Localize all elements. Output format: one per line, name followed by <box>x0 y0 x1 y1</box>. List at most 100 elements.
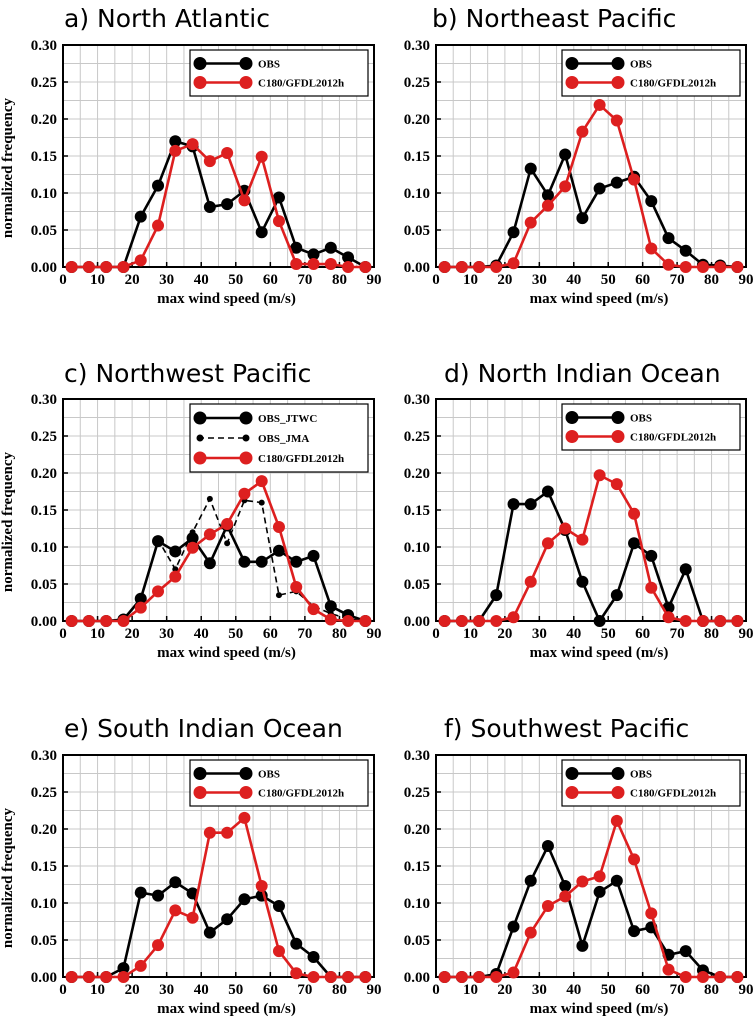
x-tick-label: 30 <box>159 272 174 288</box>
legend-box <box>189 759 369 807</box>
x-tick-label: 90 <box>367 982 382 998</box>
data-point <box>169 570 182 583</box>
data-point <box>559 522 572 535</box>
data-point <box>455 971 468 983</box>
data-point <box>559 890 572 903</box>
x-tick-label: 70 <box>670 626 685 642</box>
x-tick-label: 40 <box>194 272 209 288</box>
x-tick-label: 80 <box>332 982 347 998</box>
data-point <box>155 536 162 543</box>
data-point <box>221 147 234 160</box>
data-point <box>272 899 285 912</box>
data-point <box>610 114 623 127</box>
data-point <box>593 615 606 627</box>
x-tick-label: 60 <box>263 272 278 288</box>
legend-marker <box>565 76 579 89</box>
data-point <box>189 529 196 536</box>
y-tick-label: 0.05 <box>31 223 57 239</box>
data-point <box>524 162 537 175</box>
y-tick-label: 0.30 <box>404 38 430 54</box>
x-tick-label: 30 <box>532 982 547 998</box>
x-tick-label: 10 <box>90 272 105 288</box>
x-tick-label: 0 <box>432 982 440 998</box>
x-tick-label: 20 <box>497 626 512 642</box>
data-point <box>324 241 337 254</box>
legend-label: C180/GFDL2012h <box>630 788 716 800</box>
legend-label: OBS <box>258 769 280 781</box>
data-point <box>490 615 503 627</box>
data-point <box>137 597 144 604</box>
data-point <box>307 951 320 964</box>
data-point <box>541 840 554 853</box>
data-point <box>731 261 744 273</box>
x-tick-label: 30 <box>159 626 174 642</box>
data-point <box>576 575 589 588</box>
data-point <box>186 532 199 545</box>
data-point <box>628 537 641 550</box>
y-tick-label: 0.25 <box>404 75 430 91</box>
y-tick-label: 0.10 <box>404 540 430 556</box>
data-point <box>541 189 554 202</box>
y-tick-label: 0.20 <box>31 112 57 128</box>
legend-box <box>561 49 741 97</box>
x-tick-label: 0 <box>59 272 67 288</box>
data-point <box>152 889 165 902</box>
x-tick-label: 20 <box>497 272 512 288</box>
data-point <box>290 258 303 271</box>
legend-marker <box>242 434 250 442</box>
data-point <box>524 926 537 939</box>
legend-marker <box>565 786 579 799</box>
data-point <box>203 201 216 214</box>
data-point <box>576 939 589 952</box>
data-point <box>152 219 165 232</box>
x-tick-label: 40 <box>566 982 581 998</box>
data-point <box>455 615 468 627</box>
x-tick-label: 0 <box>432 626 440 642</box>
y-tick-label: 0.30 <box>404 392 430 408</box>
data-point <box>272 544 285 557</box>
y-tick-label: 0.05 <box>31 577 57 593</box>
data-point <box>117 261 130 273</box>
chart-panel: b) Northeast Pacific 0 10 20 30 40 50 60 70 80 90 0… <box>404 4 754 307</box>
x-tick-label: 70 <box>670 272 685 288</box>
y-tick-label: 0.20 <box>404 112 430 128</box>
x-tick-label: 90 <box>739 626 754 642</box>
data-point <box>117 962 130 975</box>
y-tick-label: 0.25 <box>31 785 57 801</box>
y-tick-label: 0.15 <box>31 859 57 875</box>
x-tick-label: 90 <box>739 272 754 288</box>
y-tick-label: 0.10 <box>31 540 57 556</box>
x-tick-label: 50 <box>228 982 243 998</box>
x-tick-label: 60 <box>263 626 278 642</box>
chart-panel: e) South Indian Ocean 0 10 20 30 40 50 60 70 80 90… <box>0 714 382 1017</box>
x-tick-label: 70 <box>297 272 312 288</box>
legend-label: C180/GFDL2012h <box>258 78 344 90</box>
y-tick-label: 0.15 <box>31 503 57 519</box>
legend-marker <box>565 767 579 780</box>
x-tick-label: 0 <box>59 982 67 998</box>
data-point <box>221 913 234 926</box>
legend-marker <box>193 76 207 89</box>
data-point <box>714 261 727 273</box>
chart-title: b) Northeast Pacific <box>432 4 676 33</box>
x-tick-label: 0 <box>59 626 67 642</box>
x-tick-label: 30 <box>532 272 547 288</box>
data-point <box>169 545 182 558</box>
data-point <box>696 615 709 627</box>
chart-title: e) South Indian Ocean <box>64 714 343 743</box>
data-point <box>238 555 251 568</box>
legend-box <box>189 49 369 97</box>
data-point <box>541 199 554 212</box>
x-tick-label: 60 <box>263 982 278 998</box>
x-axis-label: max wind speed (m/s) <box>157 291 296 307</box>
data-point <box>169 876 182 889</box>
data-point <box>290 580 303 593</box>
y-tick-label: 0.30 <box>404 748 430 764</box>
data-point <box>272 945 285 958</box>
data-point <box>290 241 303 254</box>
data-point <box>307 603 320 616</box>
data-point <box>65 261 78 273</box>
data-point <box>559 879 572 892</box>
legend-marker <box>196 434 204 442</box>
